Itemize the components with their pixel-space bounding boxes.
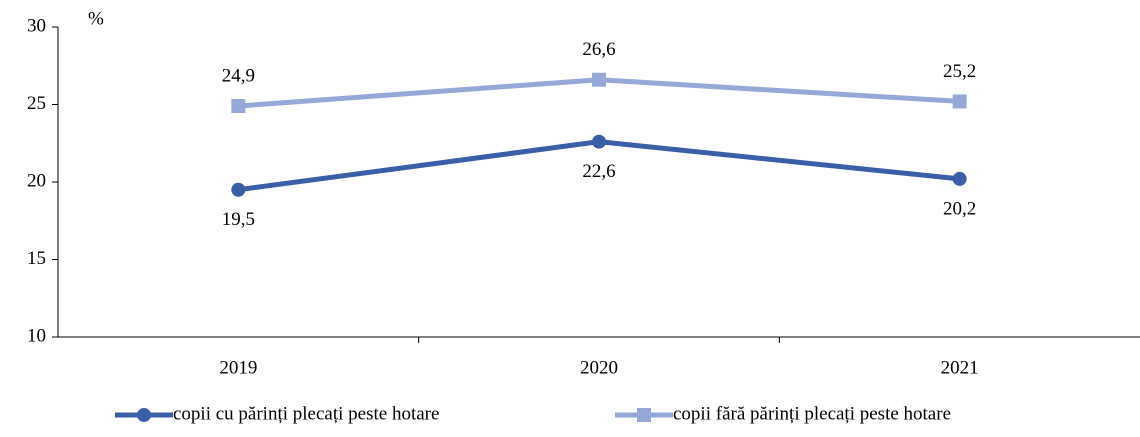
y-tick-label: 15 [27,248,46,269]
y-tick-label: 20 [27,170,46,191]
data-label: 24,9 [222,65,255,86]
marker [231,99,246,114]
y-tick-label: 25 [27,93,46,114]
y-unit-label: % [88,8,104,29]
marker [592,134,606,149]
data-label: 25,2 [943,61,976,82]
data-label: 22,6 [582,161,615,182]
y-tick-label: 30 [27,15,46,36]
legend-marker [137,408,151,422]
legend-label: copii fără părinți plecați peste hotare [673,403,951,424]
data-label: 19,5 [222,209,255,230]
legend-marker [637,408,651,422]
data-label: 20,2 [943,198,976,219]
x-tick-label: 2020 [580,357,618,378]
marker [592,72,606,87]
marker [952,94,967,109]
x-tick-label: 2019 [219,357,257,378]
legend-label: copii cu părinți plecați peste hotare [173,403,439,424]
data-label: 26,6 [582,39,615,60]
marker [952,171,967,186]
y-tick-label: 10 [27,325,46,346]
x-tick-label: 2021 [941,357,979,378]
marker [231,182,246,197]
